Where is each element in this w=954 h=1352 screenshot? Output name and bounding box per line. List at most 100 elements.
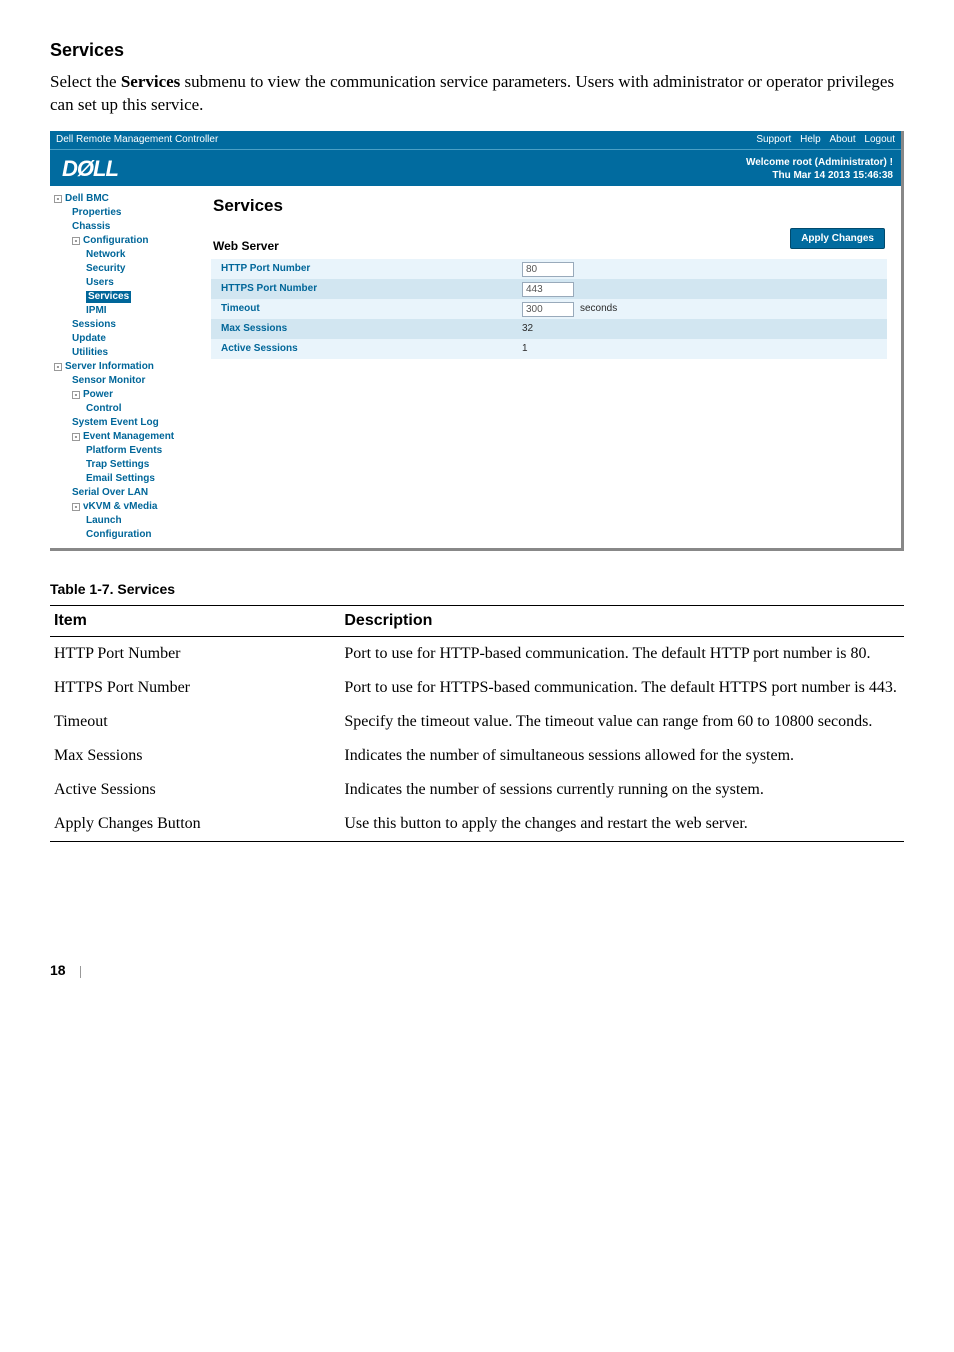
nav-item[interactable]: Security	[54, 262, 201, 276]
nav-item[interactable]: Configuration	[54, 528, 201, 542]
cell-item: Apply Changes Button	[50, 807, 340, 842]
nav-label[interactable]: Utilities	[72, 347, 108, 358]
col-item: Item	[50, 606, 340, 637]
nav-label[interactable]: Server Information	[65, 361, 154, 372]
settings-row: HTTPS Port Number	[211, 279, 887, 299]
panel-heading: Services	[213, 196, 887, 216]
setting-label: Max Sessions	[211, 323, 522, 335]
nav-label[interactable]: Sessions	[72, 319, 116, 330]
nav-item[interactable]: -Power	[54, 388, 201, 402]
settings-grid: HTTP Port NumberHTTPS Port NumberTimeout…	[211, 259, 887, 359]
tree-toggle-icon[interactable]: -	[72, 433, 80, 441]
window-titlebar: Dell Remote Management Controller Suppor…	[50, 131, 901, 149]
link-about[interactable]: About	[829, 134, 855, 145]
table-row: TimeoutSpecify the timeout value. The ti…	[50, 705, 904, 739]
cell-description: Specify the timeout value. The timeout v…	[340, 705, 904, 739]
setting-value: 1	[522, 343, 887, 355]
nav-item[interactable]: Sensor Monitor	[54, 374, 201, 388]
nav-label[interactable]: Update	[72, 333, 106, 344]
nav-label[interactable]: System Event Log	[72, 417, 159, 428]
cell-item: Timeout	[50, 705, 340, 739]
nav-item[interactable]: IPMI	[54, 304, 201, 318]
welcome-text: Welcome root (Administrator) ! Thu Mar 1…	[746, 156, 893, 182]
nav-label[interactable]: Email Settings	[86, 473, 155, 484]
nav-label[interactable]: Users	[86, 277, 114, 288]
intro-paragraph: Select the Services submenu to view the …	[50, 71, 904, 117]
nav-label[interactable]: Control	[86, 403, 122, 414]
cell-description: Port to use for HTTP-based communication…	[340, 637, 904, 672]
panel-subheading: Web Server	[213, 239, 887, 253]
nav-item[interactable]: Launch	[54, 514, 201, 528]
window-title: Dell Remote Management Controller	[56, 134, 218, 146]
nav-label[interactable]: Power	[83, 389, 113, 400]
setting-label: Active Sessions	[211, 343, 522, 355]
link-support[interactable]: Support	[756, 134, 791, 145]
tree-toggle-icon[interactable]: -	[54, 195, 62, 203]
nav-item[interactable]: Network	[54, 248, 201, 262]
link-help[interactable]: Help	[800, 134, 821, 145]
settings-row: Timeoutseconds	[211, 299, 887, 319]
setting-input[interactable]	[522, 282, 574, 297]
nav-item[interactable]: -vKVM & vMedia	[54, 500, 201, 514]
nav-label[interactable]: Configuration	[83, 235, 149, 246]
dell-logo: DØLL	[58, 156, 122, 182]
nav-label[interactable]: Network	[86, 249, 125, 260]
nav-item[interactable]: -Dell BMC	[54, 192, 201, 206]
setting-suffix: seconds	[580, 303, 617, 315]
nav-label[interactable]: Event Management	[83, 431, 174, 442]
nav-item[interactable]: Users	[54, 276, 201, 290]
window-banner: DØLL Welcome root (Administrator) ! Thu …	[50, 149, 901, 186]
nav-label[interactable]: Trap Settings	[86, 459, 149, 470]
cell-description: Indicates the number of simultaneous ses…	[340, 739, 904, 773]
nav-item[interactable]: System Event Log	[54, 416, 201, 430]
nav-item[interactable]: Services	[54, 290, 201, 304]
nav-label[interactable]: Sensor Monitor	[72, 375, 145, 386]
nav-item[interactable]: Update	[54, 332, 201, 346]
apply-changes-button[interactable]: Apply Changes	[790, 228, 885, 249]
nav-item[interactable]: -Configuration	[54, 234, 201, 248]
tree-toggle-icon[interactable]: -	[72, 503, 80, 511]
link-logout[interactable]: Logout	[864, 134, 895, 145]
section-heading: Services	[50, 40, 904, 61]
intro-bold: Services	[121, 72, 180, 91]
setting-value	[522, 262, 887, 277]
nav-tree: -Dell BMCPropertiesChassis-Configuration…	[50, 186, 205, 548]
tree-toggle-icon[interactable]: -	[54, 363, 62, 371]
nav-item[interactable]: Properties	[54, 206, 201, 220]
nav-item[interactable]: -Event Management	[54, 430, 201, 444]
nav-item[interactable]: Chassis	[54, 220, 201, 234]
nav-item[interactable]: Utilities	[54, 346, 201, 360]
cell-item: Max Sessions	[50, 739, 340, 773]
nav-label[interactable]: Dell BMC	[65, 193, 109, 204]
nav-label[interactable]: vKVM & vMedia	[83, 501, 157, 512]
settings-row: HTTP Port Number	[211, 259, 887, 279]
nav-item[interactable]: Serial Over LAN	[54, 486, 201, 500]
titlebar-links: Support Help About Logout	[750, 134, 895, 146]
nav-label[interactable]: Launch	[86, 515, 122, 526]
nav-item[interactable]: -Server Information	[54, 360, 201, 374]
nav-label[interactable]: Platform Events	[86, 445, 162, 456]
setting-input[interactable]	[522, 262, 574, 277]
nav-item[interactable]: Trap Settings	[54, 458, 201, 472]
cell-item: HTTP Port Number	[50, 637, 340, 672]
table-row: HTTPS Port NumberPort to use for HTTPS-b…	[50, 671, 904, 705]
setting-input[interactable]	[522, 302, 574, 317]
nav-label[interactable]: Serial Over LAN	[72, 487, 148, 498]
nav-label[interactable]: Services	[86, 291, 131, 303]
table-row: Max SessionsIndicates the number of simu…	[50, 739, 904, 773]
nav-item[interactable]: Platform Events	[54, 444, 201, 458]
nav-label[interactable]: Configuration	[86, 529, 152, 540]
nav-label[interactable]: Security	[86, 263, 125, 274]
table-caption: Table 1-7. Services	[50, 581, 904, 597]
nav-item[interactable]: Email Settings	[54, 472, 201, 486]
nav-item[interactable]: Sessions	[54, 318, 201, 332]
nav-label[interactable]: Chassis	[72, 221, 110, 232]
cell-item: HTTPS Port Number	[50, 671, 340, 705]
cell-description: Port to use for HTTPS-based communicatio…	[340, 671, 904, 705]
services-table: Item Description HTTP Port NumberPort to…	[50, 605, 904, 842]
nav-label[interactable]: Properties	[72, 207, 121, 218]
tree-toggle-icon[interactable]: -	[72, 391, 80, 399]
nav-label[interactable]: IPMI	[86, 305, 107, 316]
tree-toggle-icon[interactable]: -	[72, 237, 80, 245]
nav-item[interactable]: Control	[54, 402, 201, 416]
